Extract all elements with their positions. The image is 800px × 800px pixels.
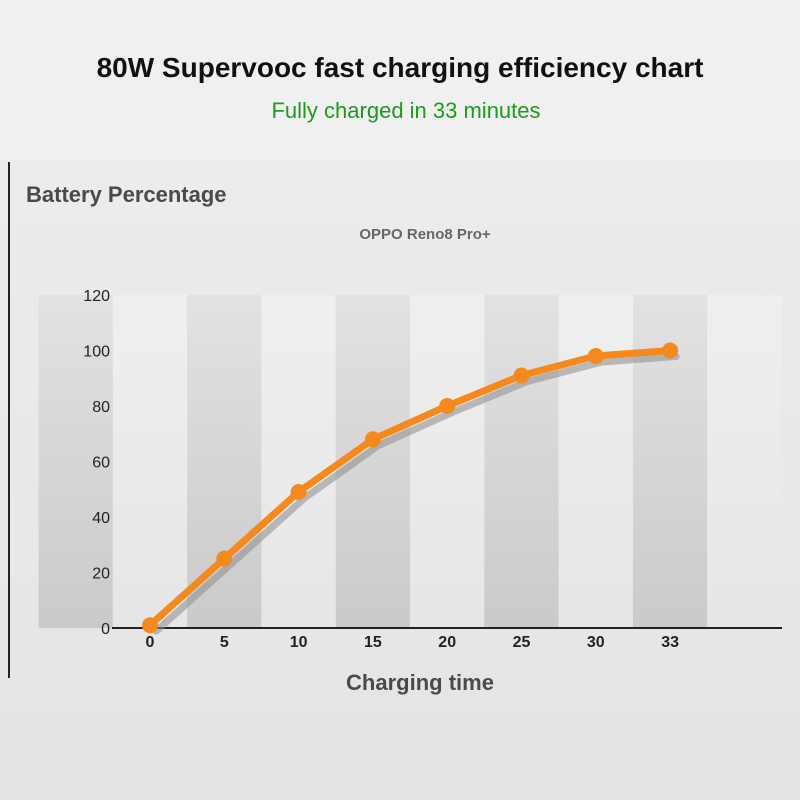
y-tick-label: 60 <box>92 455 110 472</box>
grid-band <box>112 295 188 628</box>
data-point <box>142 617 158 634</box>
data-point <box>216 550 233 567</box>
x-tick-label: 10 <box>290 634 308 651</box>
grid-band <box>558 295 633 628</box>
header-band <box>0 0 800 160</box>
series-line <box>146 347 674 629</box>
x-tick-label: 25 <box>513 634 531 651</box>
series-line-shadow <box>152 353 680 635</box>
grid-band <box>410 295 485 628</box>
x-axis-title: Charging time <box>346 670 494 695</box>
y-tick-label: 120 <box>83 288 110 305</box>
grid-band <box>261 295 336 628</box>
grid-band <box>335 295 411 628</box>
grid-band <box>707 295 782 628</box>
data-point <box>662 342 679 359</box>
data-point <box>439 398 456 414</box>
chart-subtitle: Fully charged in 33 minutes <box>271 98 541 123</box>
data-point <box>364 431 381 448</box>
x-tick-label: 30 <box>587 634 605 651</box>
x-tick-label: 0 <box>146 634 155 651</box>
left-axis-rule <box>8 162 10 678</box>
y-tick-label: 80 <box>92 399 110 416</box>
x-tick-label: 33 <box>661 634 679 651</box>
x-tick-label: 15 <box>364 634 382 651</box>
series-label: OPPO Reno8 Pro+ <box>359 226 491 243</box>
y-tick-label: 40 <box>92 510 110 527</box>
data-point <box>587 348 604 365</box>
x-tick-label: 20 <box>438 634 456 651</box>
y-tick-label: 0 <box>101 621 110 638</box>
grid-band <box>484 295 559 628</box>
y-axis-title: Battery Percentage <box>26 182 227 207</box>
grid-band <box>38 295 113 628</box>
data-point <box>290 484 307 501</box>
data-point <box>513 367 530 384</box>
x-tick-label: 5 <box>220 634 229 651</box>
y-tick-label: 20 <box>92 566 110 583</box>
chart-title: 80W Supervooc fast charging efficiency c… <box>96 52 704 83</box>
y-tick-label: 100 <box>83 344 110 361</box>
